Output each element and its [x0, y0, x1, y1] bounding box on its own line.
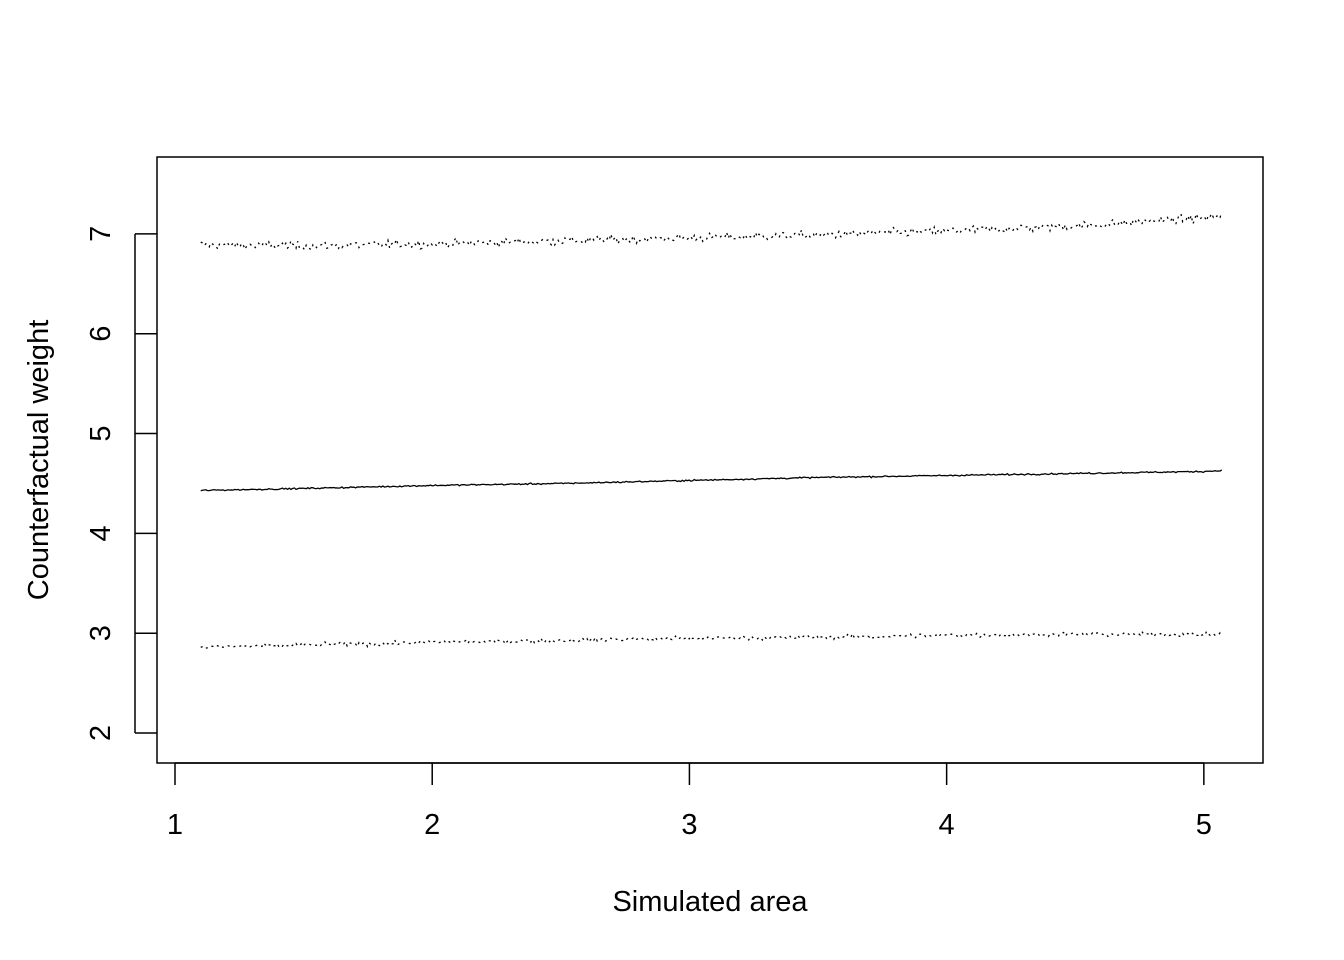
x-tick-label: 5 [1196, 809, 1212, 841]
series-layer [200, 211, 1223, 649]
x-axis-label: Simulated area [612, 886, 808, 918]
y-tick-label: 3 [85, 625, 117, 641]
x-tick-label: 2 [424, 809, 440, 841]
series-line-3 [200, 630, 1223, 649]
y-tick-label: 5 [85, 425, 117, 441]
x-tick-label: 3 [681, 809, 697, 841]
y-tick-label: 4 [85, 525, 117, 541]
series-line-1 [200, 211, 1223, 252]
x-axis: 1 2 3 4 5 [167, 762, 1212, 841]
y-tick-label: 7 [85, 226, 117, 242]
x-tick-label: 4 [939, 809, 955, 841]
series-line-2 [200, 469, 1223, 492]
y-tick-label: 6 [85, 326, 117, 342]
y-axis-label: Counterfactual weight [23, 320, 55, 601]
plot-frame [156, 156, 1264, 764]
y-tick-label: 2 [85, 725, 117, 741]
y-axis: 2 3 4 5 6 7 [85, 226, 157, 741]
x-tick-label: 1 [167, 809, 183, 841]
